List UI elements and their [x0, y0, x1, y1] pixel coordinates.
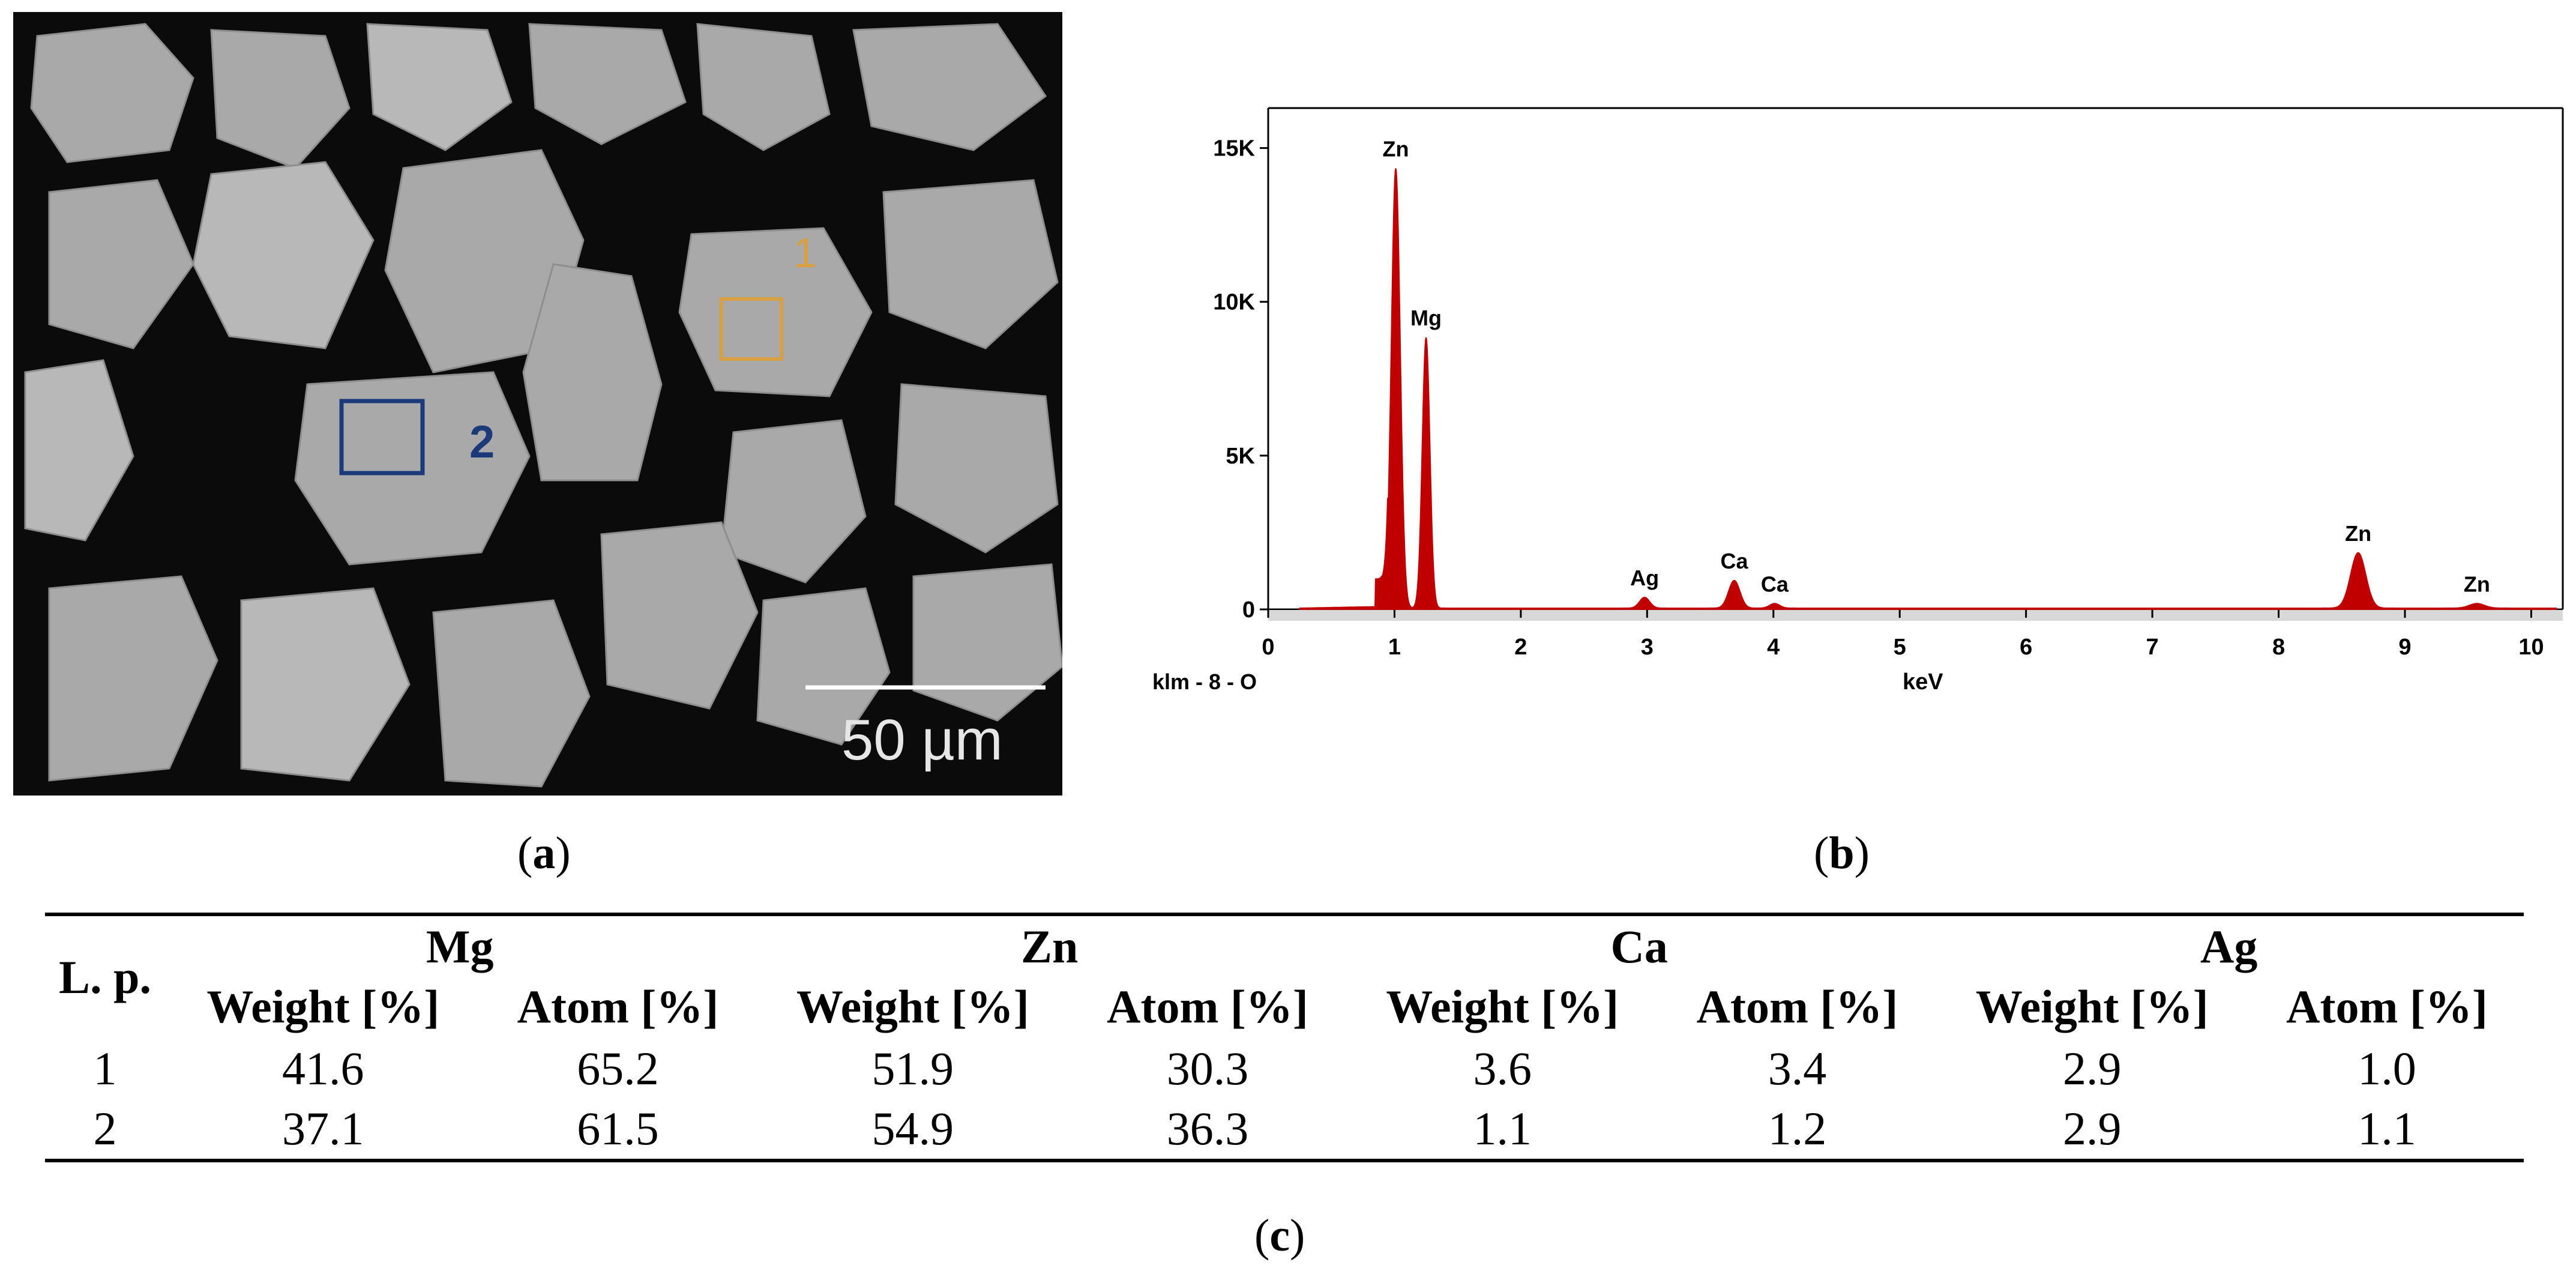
cell-value: 1.0 — [2358, 1042, 2416, 1094]
y-tick-label: 0 — [1242, 597, 1255, 623]
x-tick-label: 4 — [1767, 635, 1780, 660]
cell-value: 3.6 — [1473, 1042, 1532, 1094]
cell-value: 41.6 — [282, 1042, 364, 1094]
powder-grain — [756, 587, 891, 746]
powder-grain — [894, 383, 1059, 554]
element-header-ca: Ca — [1344, 913, 1934, 974]
x-axis-title: keV — [1903, 669, 1943, 695]
powder-grain — [48, 179, 194, 349]
peak-label-zn: Zn — [1383, 136, 1409, 161]
cell-value: 51.9 — [871, 1042, 954, 1094]
powder-grain — [696, 23, 831, 151]
powder-grain — [882, 179, 1059, 349]
x-tick-label: 10 — [2518, 635, 2544, 660]
powder-grain — [210, 29, 351, 169]
x-tick-label: 2 — [1514, 635, 1527, 660]
powder-grain — [852, 23, 1047, 151]
y-tick-label: 5K — [1226, 444, 1255, 469]
table-header-elements: L. p. Mg Zn Ca Ag — [45, 913, 2524, 1039]
sub-header-atom: Atom [%] — [517, 980, 719, 1033]
cell-value: 37.1 — [165, 1099, 481, 1162]
scale-bar: 50 µm — [805, 685, 1046, 772]
cell-value: 36.3 — [1071, 1099, 1344, 1162]
table-row: 2 37.1 61.5 54.9 36.3 1.1 1.2 2.9 1.1 — [45, 1099, 2524, 1162]
powder-grain — [30, 23, 194, 163]
powder-grain — [48, 575, 218, 782]
corner-label: klm - 8 - O — [1152, 669, 1257, 694]
peak-label-zn: Zn — [2345, 521, 2371, 546]
powder-grain — [294, 371, 531, 566]
cell-value: 65.2 — [577, 1042, 659, 1094]
x-tick-label: 5 — [1894, 635, 1906, 660]
sub-header-weight: Weight [%] — [1386, 980, 1619, 1033]
region-1-box — [720, 297, 783, 361]
powder-grain — [366, 23, 513, 151]
powder-grain — [600, 521, 759, 710]
row-header-lp: L. p. — [45, 913, 165, 1039]
sub-header-atom: Atom [%] — [1696, 980, 1898, 1033]
sub-header-atom: Atom [%] — [2286, 980, 2488, 1033]
y-tick-label: 15K — [1213, 136, 1255, 162]
peak-label-ca: Ca — [1761, 572, 1789, 596]
x-axis-shade — [1268, 610, 2563, 621]
peak-labels: Zn Mg Ag Ca Ca Zn Zn — [1383, 136, 2490, 596]
cell-value: 1.1 — [2250, 1099, 2524, 1162]
sub-header-weight: Weight [%] — [1975, 980, 2209, 1033]
x-tick-label: 1 — [1388, 635, 1401, 660]
x-tick-label: 6 — [2020, 635, 2032, 660]
sub-header-atom: Atom [%] — [1107, 980, 1308, 1033]
cell-value: 1.1 — [1344, 1099, 1661, 1162]
y-tick-label: 10K — [1213, 290, 1255, 315]
powder-grain — [912, 563, 1062, 722]
cell-value: 61.5 — [481, 1099, 755, 1162]
x-tick-label: 9 — [2398, 635, 2411, 660]
caption-b: (b) — [1814, 828, 1870, 878]
cell-lp: 2 — [45, 1099, 165, 1162]
region-2-box — [339, 399, 425, 475]
peak-label-zn: Zn — [2464, 572, 2490, 596]
table-row: 1 41.6 65.2 51.9 30.3 3.6 3.4 2.9 1.0 — [45, 1039, 2524, 1099]
powder-grains — [24, 23, 1062, 788]
peak-label-mg: Mg — [1410, 306, 1442, 330]
x-tick-label: 3 — [1641, 635, 1654, 660]
cell-value: 30.3 — [1166, 1042, 1249, 1094]
powder-grain — [24, 359, 134, 542]
powder-grain — [432, 599, 591, 788]
cell-value: 2.9 — [1934, 1099, 2251, 1162]
sub-header-weight: Weight [%] — [796, 980, 1029, 1033]
sem-micrograph: 1 2 50 µm — [13, 12, 1062, 796]
y-ticks: 0 5K 10K 15K — [1213, 136, 1268, 623]
x-tick-label: 0 — [1262, 635, 1274, 660]
region-2-label: 2 — [469, 417, 495, 468]
caption-a: (a) — [517, 828, 571, 878]
cell-value: 3.4 — [1768, 1042, 1827, 1094]
region-1-marker: 1 — [720, 229, 817, 361]
powder-grain — [528, 23, 687, 145]
region-2-marker: 2 — [339, 399, 495, 475]
eds-spectrum-chart: 0 5K 10K 15K 0 1 2 3 4 5 6 7 8 9 10 Zn Mg Ag Ca Ca Zn Zn kl… — [1152, 107, 2564, 695]
cell-value: 1.2 — [1660, 1099, 1934, 1162]
composition-table: L. p. Mg Zn Ca Ag Weight [%] Atom [%] We… — [45, 913, 2524, 1162]
cell-value: 2.9 — [2063, 1042, 2122, 1094]
element-header-zn: Zn — [754, 913, 1344, 974]
peak-label-ag: Ag — [1630, 566, 1659, 590]
powder-grain — [192, 161, 375, 349]
caption-c: (c) — [1254, 1210, 1305, 1261]
element-header-mg: Mg — [165, 913, 755, 974]
x-ticks: 0 1 2 3 4 5 6 7 8 9 10 — [1262, 609, 2544, 660]
powder-grain — [678, 227, 873, 397]
table-header-units: Weight [%] Atom [%] Weight [%] Atom [%] … — [45, 974, 2524, 1039]
cell-value: 54.9 — [754, 1099, 1071, 1162]
sub-header-weight: Weight [%] — [206, 980, 440, 1033]
x-tick-label: 8 — [2272, 635, 2285, 660]
scale-bar-text: 50 µm — [841, 708, 1003, 772]
spectrum-trace — [1299, 168, 2557, 610]
powder-grain — [522, 263, 663, 482]
x-tick-label: 7 — [2146, 635, 2159, 660]
element-header-ag: Ag — [1934, 913, 2524, 974]
peak-label-ca: Ca — [1721, 549, 1749, 573]
cell-lp: 1 — [93, 1042, 117, 1094]
region-1-label: 1 — [793, 229, 817, 276]
powder-grain — [240, 587, 411, 782]
